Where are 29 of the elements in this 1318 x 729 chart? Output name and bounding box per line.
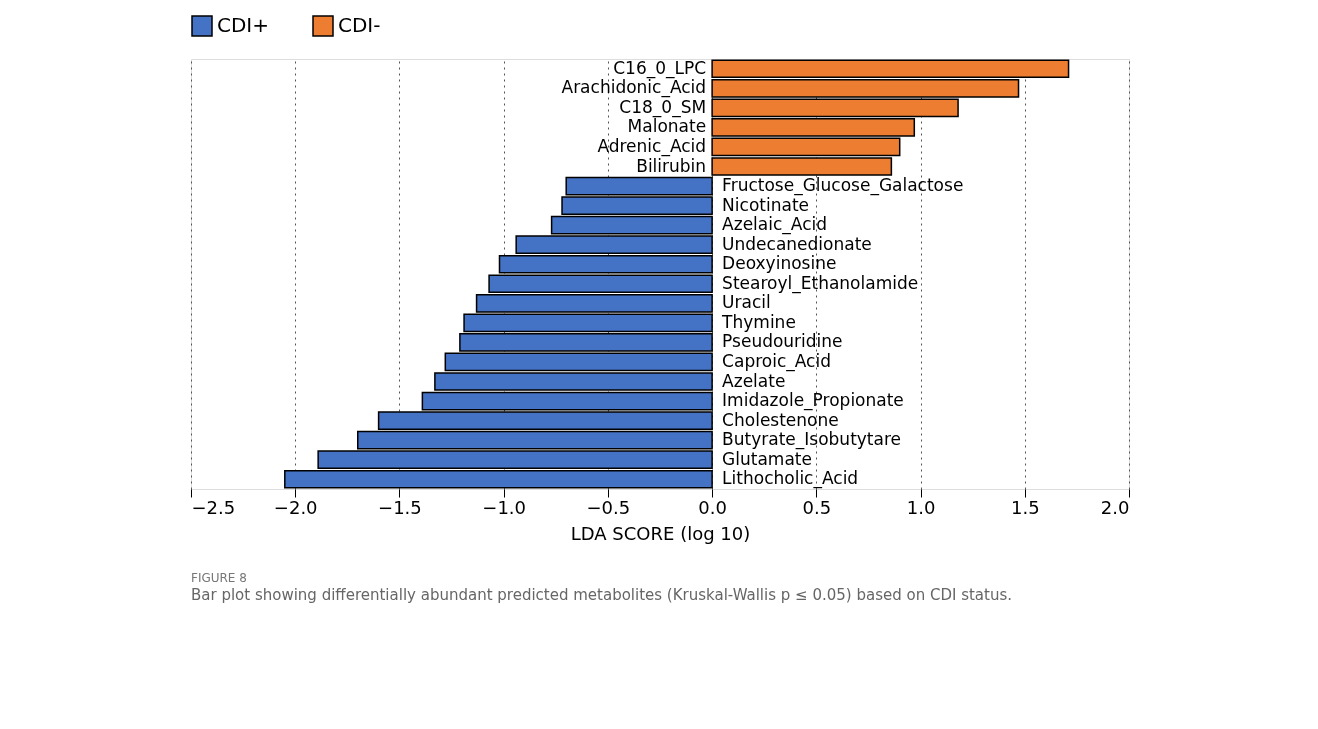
x-tick-label: 1.0 <box>906 496 936 518</box>
y-tick-label: Adrenic_Acid <box>597 135 707 157</box>
y-tick-label: Azelate <box>722 370 786 391</box>
caption: FIGURE 8 <box>191 571 247 585</box>
x-tick-label: −2.5 <box>191 496 236 518</box>
y-tick-label: Pseudouridine <box>722 331 843 352</box>
y-tick-label: Caproic_Acid <box>722 350 831 372</box>
legend-label: CDI- <box>338 13 381 37</box>
x-axis-title: LDA SCORE (log 10) <box>570 522 751 544</box>
y-tick-label: Lithocholic_Acid <box>722 468 859 490</box>
y-tick-label: Uracil <box>722 292 771 313</box>
y-tick-label: Imidazole_Propionate <box>722 390 904 412</box>
y-tick-label: Fructose_Glucose_Galactose <box>722 175 964 197</box>
x-tick-label: 0.0 <box>698 496 727 518</box>
legend-label: CDI+ <box>217 13 270 37</box>
y-tick-label: Deoxyinosine <box>722 253 837 274</box>
text: Bar plot showing differentially abundant predicted metabolites (Kruskal-Wallis p ≤ 0.05) based on CDI status. <box>191 586 1013 604</box>
x-tick-label: −0.5 <box>586 496 631 518</box>
x-tick-label: −2.0 <box>273 496 318 518</box>
y-tick-label: Butyrate_Isobutytare <box>722 429 902 451</box>
x-tick-label: 2.0 <box>1100 496 1130 518</box>
x-tick-label: 0.5 <box>802 496 832 518</box>
y-tick-label: Thymine <box>721 311 796 332</box>
x-tick-label: −1.0 <box>482 496 527 518</box>
y-tick-label: Azelaic_Acid <box>722 214 828 236</box>
y-tick-label: C16_0_LPC <box>613 57 707 79</box>
x-tick-label: 1.5 <box>1010 496 1040 518</box>
y-tick-label: Stearoyl_Ethanolamide <box>722 272 919 294</box>
x-tick-label: −1.5 <box>378 496 422 518</box>
